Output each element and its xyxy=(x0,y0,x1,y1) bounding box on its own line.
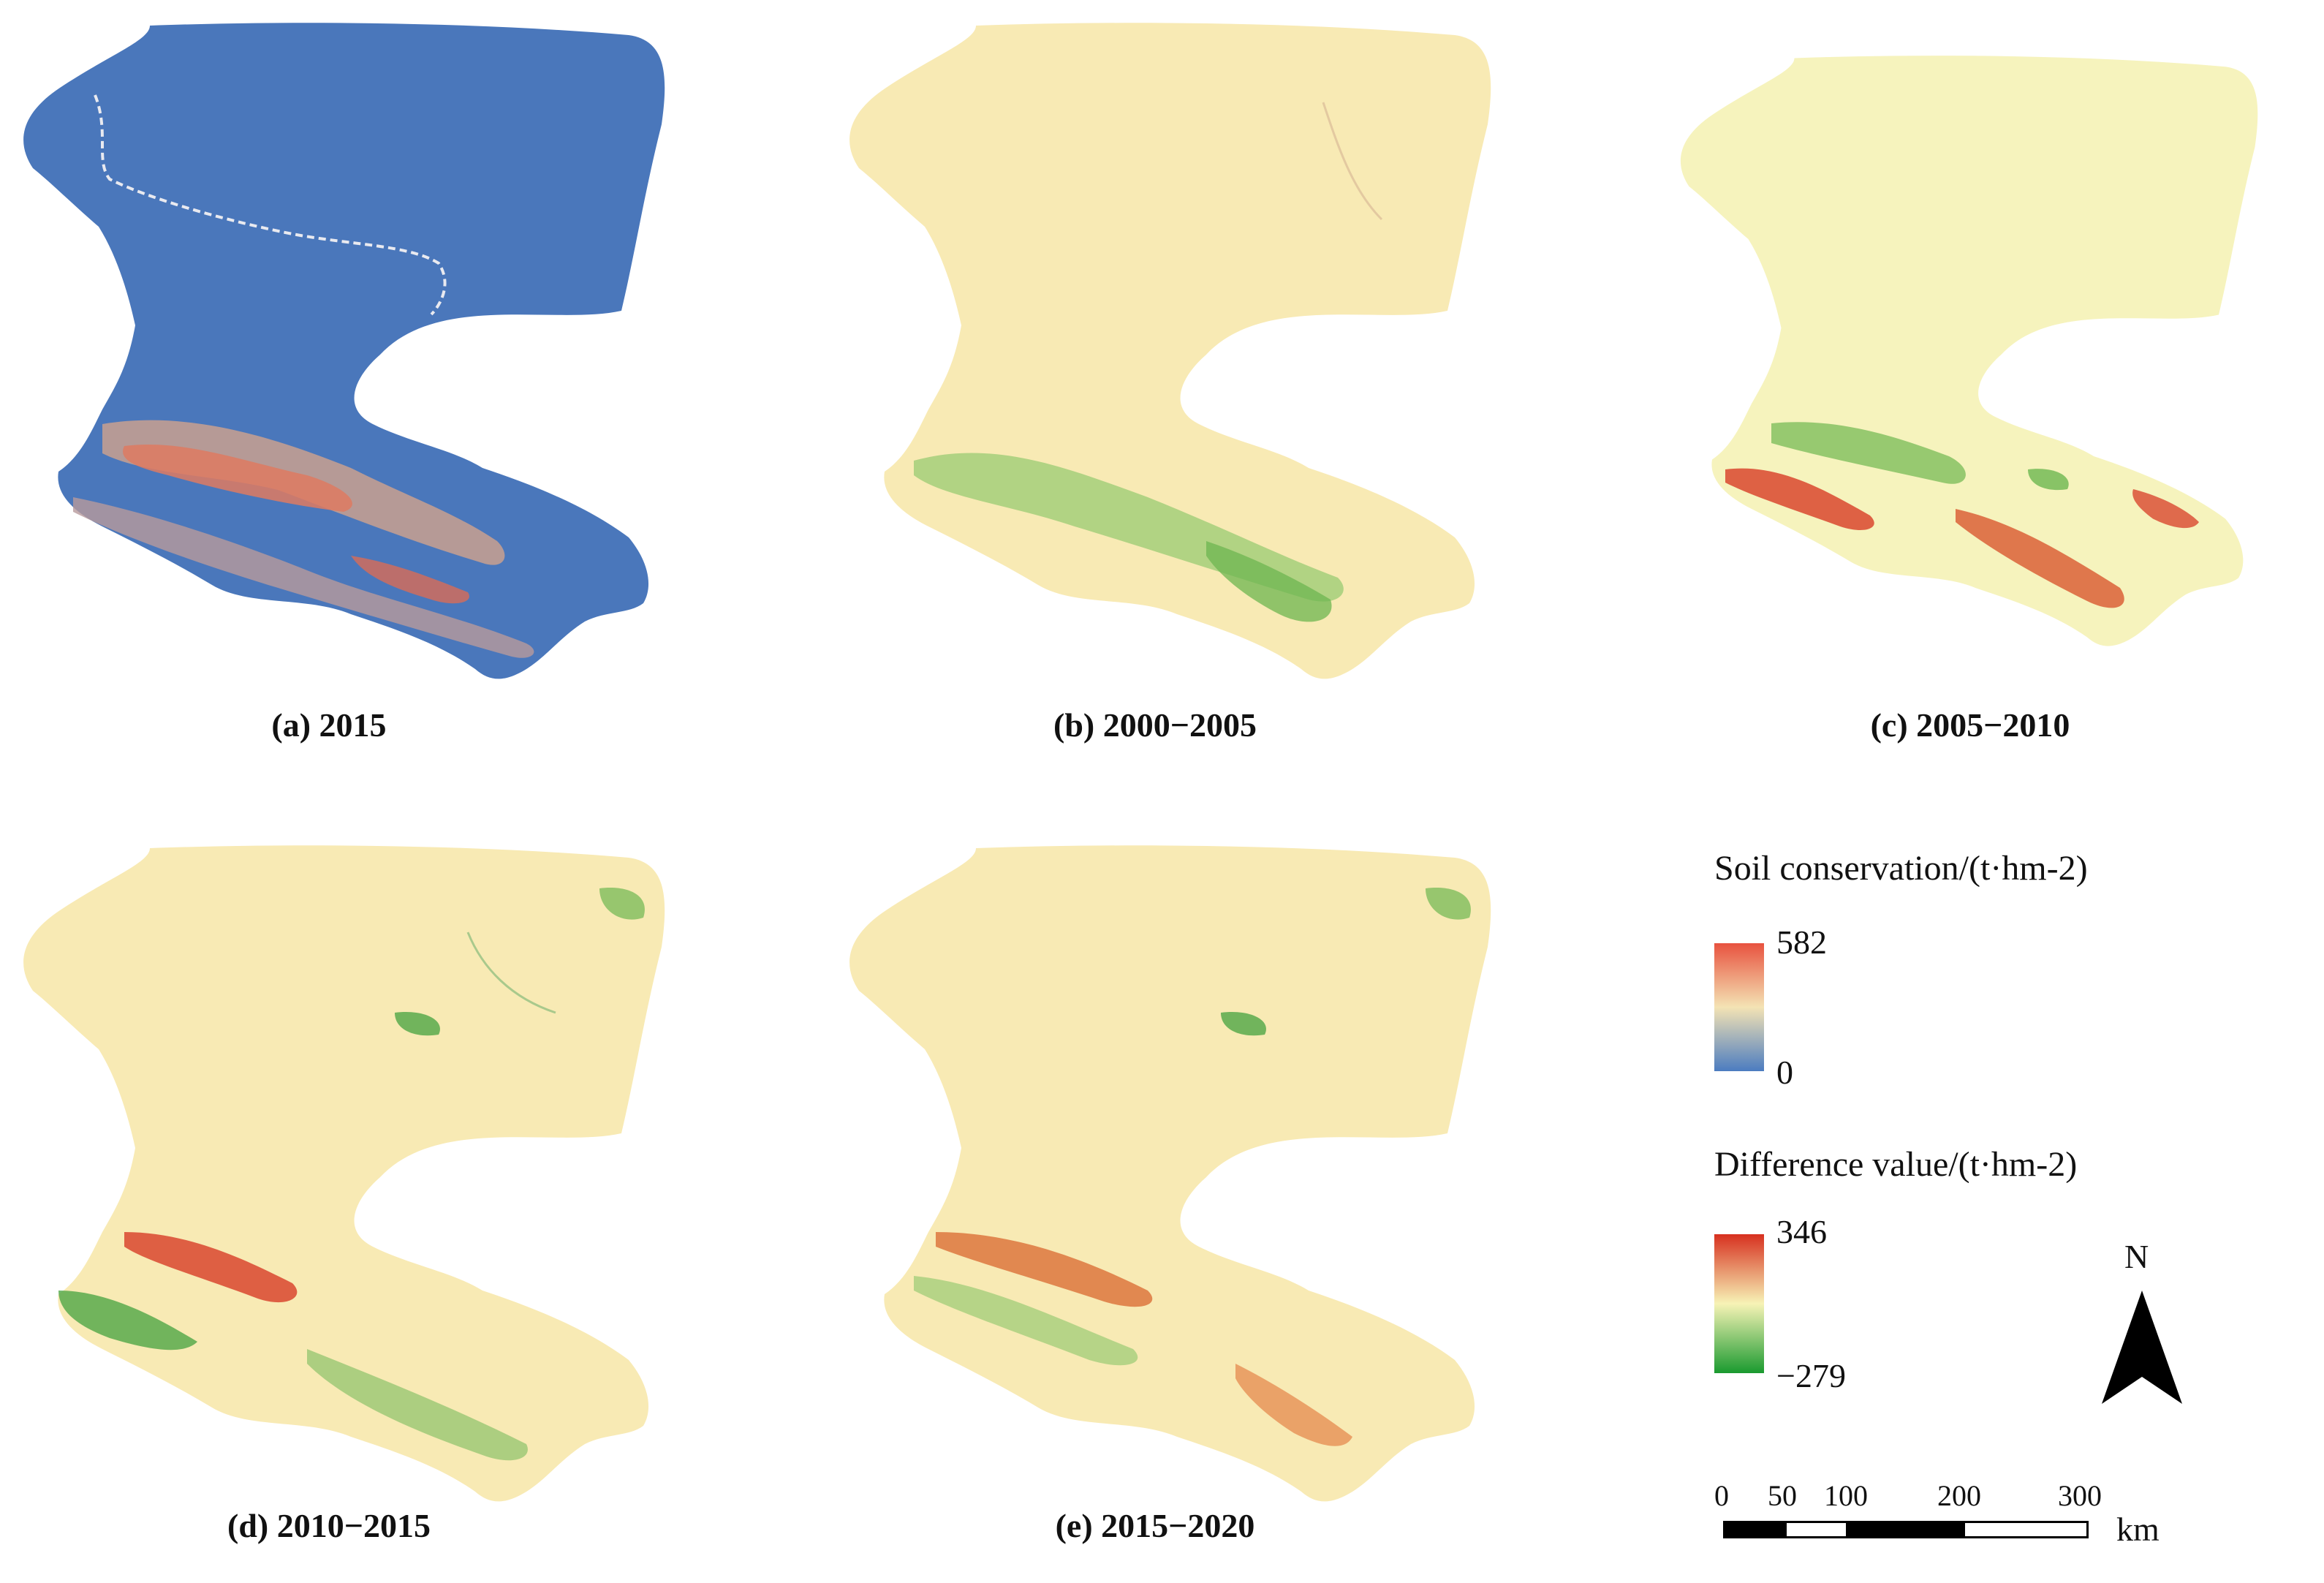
mountain-band xyxy=(73,497,534,658)
panel-caption: (c) 2005−2010 xyxy=(1870,706,2070,744)
diff-legend-title: Difference value/(t·hm-2) xyxy=(1714,1145,2078,1184)
mountain-band xyxy=(351,556,469,604)
green-spot xyxy=(599,888,645,920)
panel-caption: (a) 2015 xyxy=(271,706,387,744)
red-band xyxy=(936,1232,1153,1307)
faint-line xyxy=(466,932,556,1014)
region-shape xyxy=(1680,56,2258,646)
red-band xyxy=(2132,489,2199,529)
red-band xyxy=(1725,468,1874,530)
map-panel-c: (c) 2005−2010 xyxy=(1659,0,2317,744)
region-shape xyxy=(849,845,1491,1502)
soil-legend-min: 0 xyxy=(1776,1054,1793,1091)
red-band xyxy=(1956,509,2124,608)
scale-bar xyxy=(1723,1521,2089,1538)
soil-colorbar xyxy=(1714,943,1764,1071)
scale-segment xyxy=(1725,1523,1787,1536)
green-band xyxy=(307,1349,528,1461)
soil-legend-max: 582 xyxy=(1776,923,1827,961)
panel-caption: (d) 2010−2015 xyxy=(227,1507,431,1544)
green-band xyxy=(914,1276,1138,1366)
region-map-a xyxy=(23,23,665,679)
scale-tick: 50 xyxy=(1768,1479,1797,1512)
mountain-band xyxy=(123,445,352,512)
green-spot xyxy=(2028,469,2069,491)
north-arrow-icon xyxy=(2102,1291,2182,1404)
map-panel-b: (b) 2000−2005 xyxy=(826,0,1557,744)
red-band xyxy=(1235,1364,1352,1446)
panel-caption: (b) 2000−2005 xyxy=(1053,706,1257,744)
region-shape xyxy=(23,845,665,1502)
scale-unit: km xyxy=(2116,1511,2160,1548)
green-spot xyxy=(395,1012,440,1036)
river-line xyxy=(94,94,447,316)
green-band xyxy=(1771,422,1966,484)
north-label: N xyxy=(2124,1238,2149,1275)
region-shape xyxy=(849,23,1491,679)
green-spot xyxy=(1426,888,1471,920)
red-band xyxy=(124,1232,298,1303)
diff-legend-min: −279 xyxy=(1776,1357,1846,1394)
soil-legend-title: Soil conservation/(t·hm-2) xyxy=(1714,849,2088,888)
scale-segment xyxy=(1786,1523,1847,1536)
map-panel-d: (d) 2010−2015 xyxy=(0,823,731,1544)
region-shape xyxy=(23,23,665,679)
scale-tick: 0 xyxy=(1714,1479,1729,1512)
scale-segment xyxy=(1965,1523,2086,1536)
region-map-b xyxy=(849,23,1491,679)
panel-caption: (e) 2015−2020 xyxy=(1055,1507,1255,1544)
faint-line xyxy=(1322,102,1383,221)
scale-segment xyxy=(1846,1523,1966,1536)
scale-tick: 300 xyxy=(2058,1479,2102,1512)
map-panel-e: (e) 2015−2020 xyxy=(826,823,1557,1544)
diff-colorbar xyxy=(1714,1234,1764,1373)
green-band xyxy=(58,1291,197,1350)
green-spot xyxy=(1221,1012,1266,1036)
diff-legend-max: 346 xyxy=(1776,1213,1827,1250)
green-band xyxy=(1206,541,1332,622)
region-map-d xyxy=(23,845,665,1502)
region-map-e xyxy=(849,845,1491,1502)
scale-tick: 200 xyxy=(1937,1479,1981,1512)
map-panel-a: (a) 2015 xyxy=(0,0,731,744)
scale-tick: 100 xyxy=(1824,1479,1868,1512)
region-map-c xyxy=(1680,56,2258,646)
